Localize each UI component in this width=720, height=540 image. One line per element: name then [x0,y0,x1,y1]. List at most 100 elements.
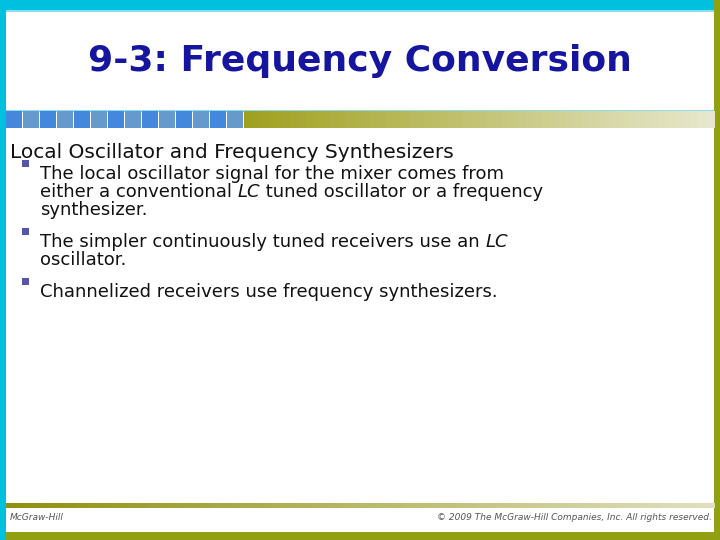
Bar [565,111,574,128]
Bar [589,111,598,128]
Text: either a conventional: either a conventional [40,183,238,201]
Text: oscillator.: oscillator. [40,251,127,269]
Text: LC: LC [238,183,261,201]
Bar [643,503,653,508]
Bar [0,0,720,10]
Bar [91,111,107,128]
Bar [130,503,140,508]
Bar [315,111,323,128]
Bar [0,532,720,540]
Bar [528,503,538,508]
Bar [57,111,73,128]
Bar [564,503,573,508]
Bar [572,503,582,508]
Bar [24,503,34,508]
Bar [636,111,644,128]
Bar [354,111,362,128]
Bar [342,503,352,508]
Bar [431,503,441,508]
Text: synthesizer.: synthesizer. [40,201,148,219]
Bar [448,111,456,128]
Bar [661,503,671,508]
Bar [316,503,325,508]
Bar [688,503,697,508]
Bar [6,110,714,112]
Bar [6,111,22,128]
Bar [338,111,347,128]
Bar [86,503,96,508]
Bar [112,503,122,508]
Bar [573,111,582,128]
Bar [432,111,441,128]
Bar [252,111,261,128]
Bar [385,111,394,128]
Bar [393,111,402,128]
Bar [280,503,290,508]
Bar [546,503,556,508]
Text: Channelized receivers use frequency synthesizers.: Channelized receivers use frequency synt… [40,283,498,301]
Bar [675,111,684,128]
Bar [139,503,148,508]
Bar [698,111,707,128]
Bar [670,503,680,508]
Bar [330,111,339,128]
Bar [696,503,706,508]
Bar [616,503,626,508]
Bar [422,503,432,508]
Bar [228,503,237,508]
Bar [360,503,370,508]
Bar [50,503,60,508]
Bar [245,503,255,508]
Bar [275,111,284,128]
Bar [484,503,494,508]
Bar [68,503,78,508]
Bar [174,503,184,508]
Bar [192,503,202,508]
Bar [346,111,355,128]
Bar [298,503,308,508]
Bar [537,503,547,508]
Bar [608,503,618,508]
Bar [23,111,39,128]
Bar [369,111,378,128]
Bar [108,111,124,128]
Bar [361,111,370,128]
Bar [183,503,193,508]
Bar [236,503,246,508]
Bar [416,111,426,128]
Bar [218,503,228,508]
Bar [408,111,418,128]
Bar [404,503,414,508]
Bar [74,111,90,128]
Bar [210,111,226,128]
Bar [142,111,158,128]
Bar [148,503,158,508]
Bar [492,503,503,508]
Bar [541,111,551,128]
Bar [166,503,175,508]
Bar [464,111,472,128]
Bar [201,503,210,508]
Bar [77,503,86,508]
Bar [227,111,243,128]
Bar [706,111,715,128]
Bar [679,503,688,508]
Bar [125,111,141,128]
Bar [644,111,652,128]
Bar [449,503,459,508]
Bar [244,111,253,128]
Bar [634,503,644,508]
Bar [440,111,449,128]
Text: The simpler continuously tuned receivers use an: The simpler continuously tuned receivers… [40,233,485,251]
Bar [121,503,131,508]
Bar [487,111,495,128]
Text: tuned oscillator or a frequency: tuned oscillator or a frequency [261,183,544,201]
Bar [456,111,464,128]
Text: McGraw-Hill: McGraw-Hill [10,513,64,522]
Bar [626,503,635,508]
Bar [467,503,476,508]
Bar [42,503,51,508]
Bar [210,503,220,508]
Bar [683,111,691,128]
Bar [549,111,558,128]
